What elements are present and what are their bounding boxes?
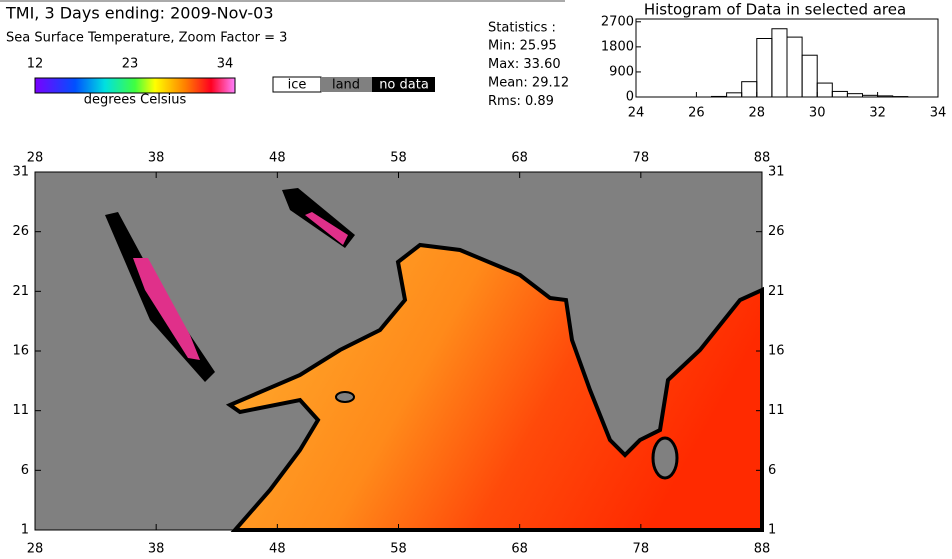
- hist-bar: [831, 90, 848, 98]
- colorbar-tick: 12: [27, 57, 44, 72]
- lon-label: 28: [27, 542, 44, 557]
- hist-title: Histogram of Data in selected area: [644, 1, 906, 19]
- lon-label: 78: [633, 151, 650, 166]
- hist-bar: [816, 82, 833, 98]
- hist-bar: [846, 93, 864, 98]
- lat-label: 1: [21, 523, 29, 538]
- lat-label: 31: [12, 165, 29, 180]
- y-tick-label: 0: [626, 90, 634, 105]
- x-tick-label: 24: [628, 106, 645, 121]
- lat-label: 26: [768, 224, 785, 239]
- stat-line: Max: 33.60: [488, 57, 561, 72]
- hist-bar: [877, 95, 894, 98]
- lon-label: 48: [269, 151, 286, 166]
- island: [651, 436, 679, 480]
- stat-line: Mean: 29.12: [488, 76, 569, 91]
- lon-label: 38: [148, 151, 165, 166]
- title: TMI, 3 Days ending: 2009-Nov-03: [5, 4, 274, 23]
- subtitle: Sea Surface Temperature, Zoom Factor = 3: [6, 31, 287, 46]
- lat-label: 26: [12, 224, 29, 239]
- gulf: [305, 212, 348, 245]
- lat-label: 21: [768, 284, 785, 299]
- island: [335, 391, 355, 403]
- lon-label: 88: [754, 542, 771, 557]
- colorbar-tick: 34: [217, 57, 234, 72]
- stat-line: Min: 25.95: [488, 39, 557, 54]
- lon-label: 58: [390, 151, 407, 166]
- legend-label: ice: [288, 78, 307, 93]
- lat-label: 6: [768, 463, 776, 478]
- lon-label: 68: [511, 151, 528, 166]
- hist-bar: [726, 92, 743, 98]
- hist-bar: [786, 36, 803, 98]
- x-tick-label: 28: [749, 106, 766, 121]
- legend-label: land: [332, 78, 360, 93]
- lat-label: 11: [768, 403, 785, 418]
- map: [34, 171, 764, 532]
- legend-nodata: [372, 77, 435, 92]
- legend-label: no data: [379, 78, 429, 93]
- y-tick-label: 2700: [601, 14, 634, 29]
- hist-bar: [741, 81, 758, 98]
- lat-label: 31: [768, 165, 785, 180]
- lon-label: 28: [27, 151, 44, 166]
- lon-label: 68: [511, 542, 528, 557]
- hist-bar: [801, 54, 818, 98]
- red-sea: [133, 258, 200, 360]
- x-tick-label: 26: [688, 106, 705, 121]
- x-tick-label: 32: [869, 106, 886, 121]
- lon-label: 38: [148, 542, 165, 557]
- hist-bar: [771, 28, 788, 98]
- colorbar-label: degrees Celsius: [84, 93, 187, 108]
- legend-land: [321, 77, 372, 92]
- lat-label: 6: [21, 463, 29, 478]
- x-tick-label: 30: [809, 106, 826, 121]
- lat-label: 21: [12, 284, 29, 299]
- lat-label: 1: [768, 523, 776, 538]
- lon-label: 78: [633, 542, 650, 557]
- hist-bar: [711, 95, 728, 98]
- dynamic: 12 23 34 Min: 25.95 Max: 33.60 Mean: 29.12 Rms…: [12, 1, 946, 557]
- colorbar: [34, 77, 236, 94]
- lon-label: 58: [390, 542, 407, 557]
- x-tick-label: 34: [930, 106, 947, 121]
- y-tick-label: 1800: [601, 39, 634, 54]
- y-tick-label: 900: [609, 64, 634, 79]
- hist-bar: [756, 38, 773, 98]
- lon-label: 88: [754, 151, 771, 166]
- sea: [225, 242, 764, 532]
- lon-label: 48: [269, 542, 286, 557]
- lat-label: 16: [12, 344, 29, 359]
- stat-line: Rms: 0.89: [488, 94, 554, 109]
- stats-title: Statistics :: [488, 21, 556, 36]
- lat-label: 11: [12, 403, 29, 418]
- lat-label: 16: [768, 344, 785, 359]
- hist-bar: [862, 94, 879, 98]
- colorbar-tick: 23: [122, 57, 139, 72]
